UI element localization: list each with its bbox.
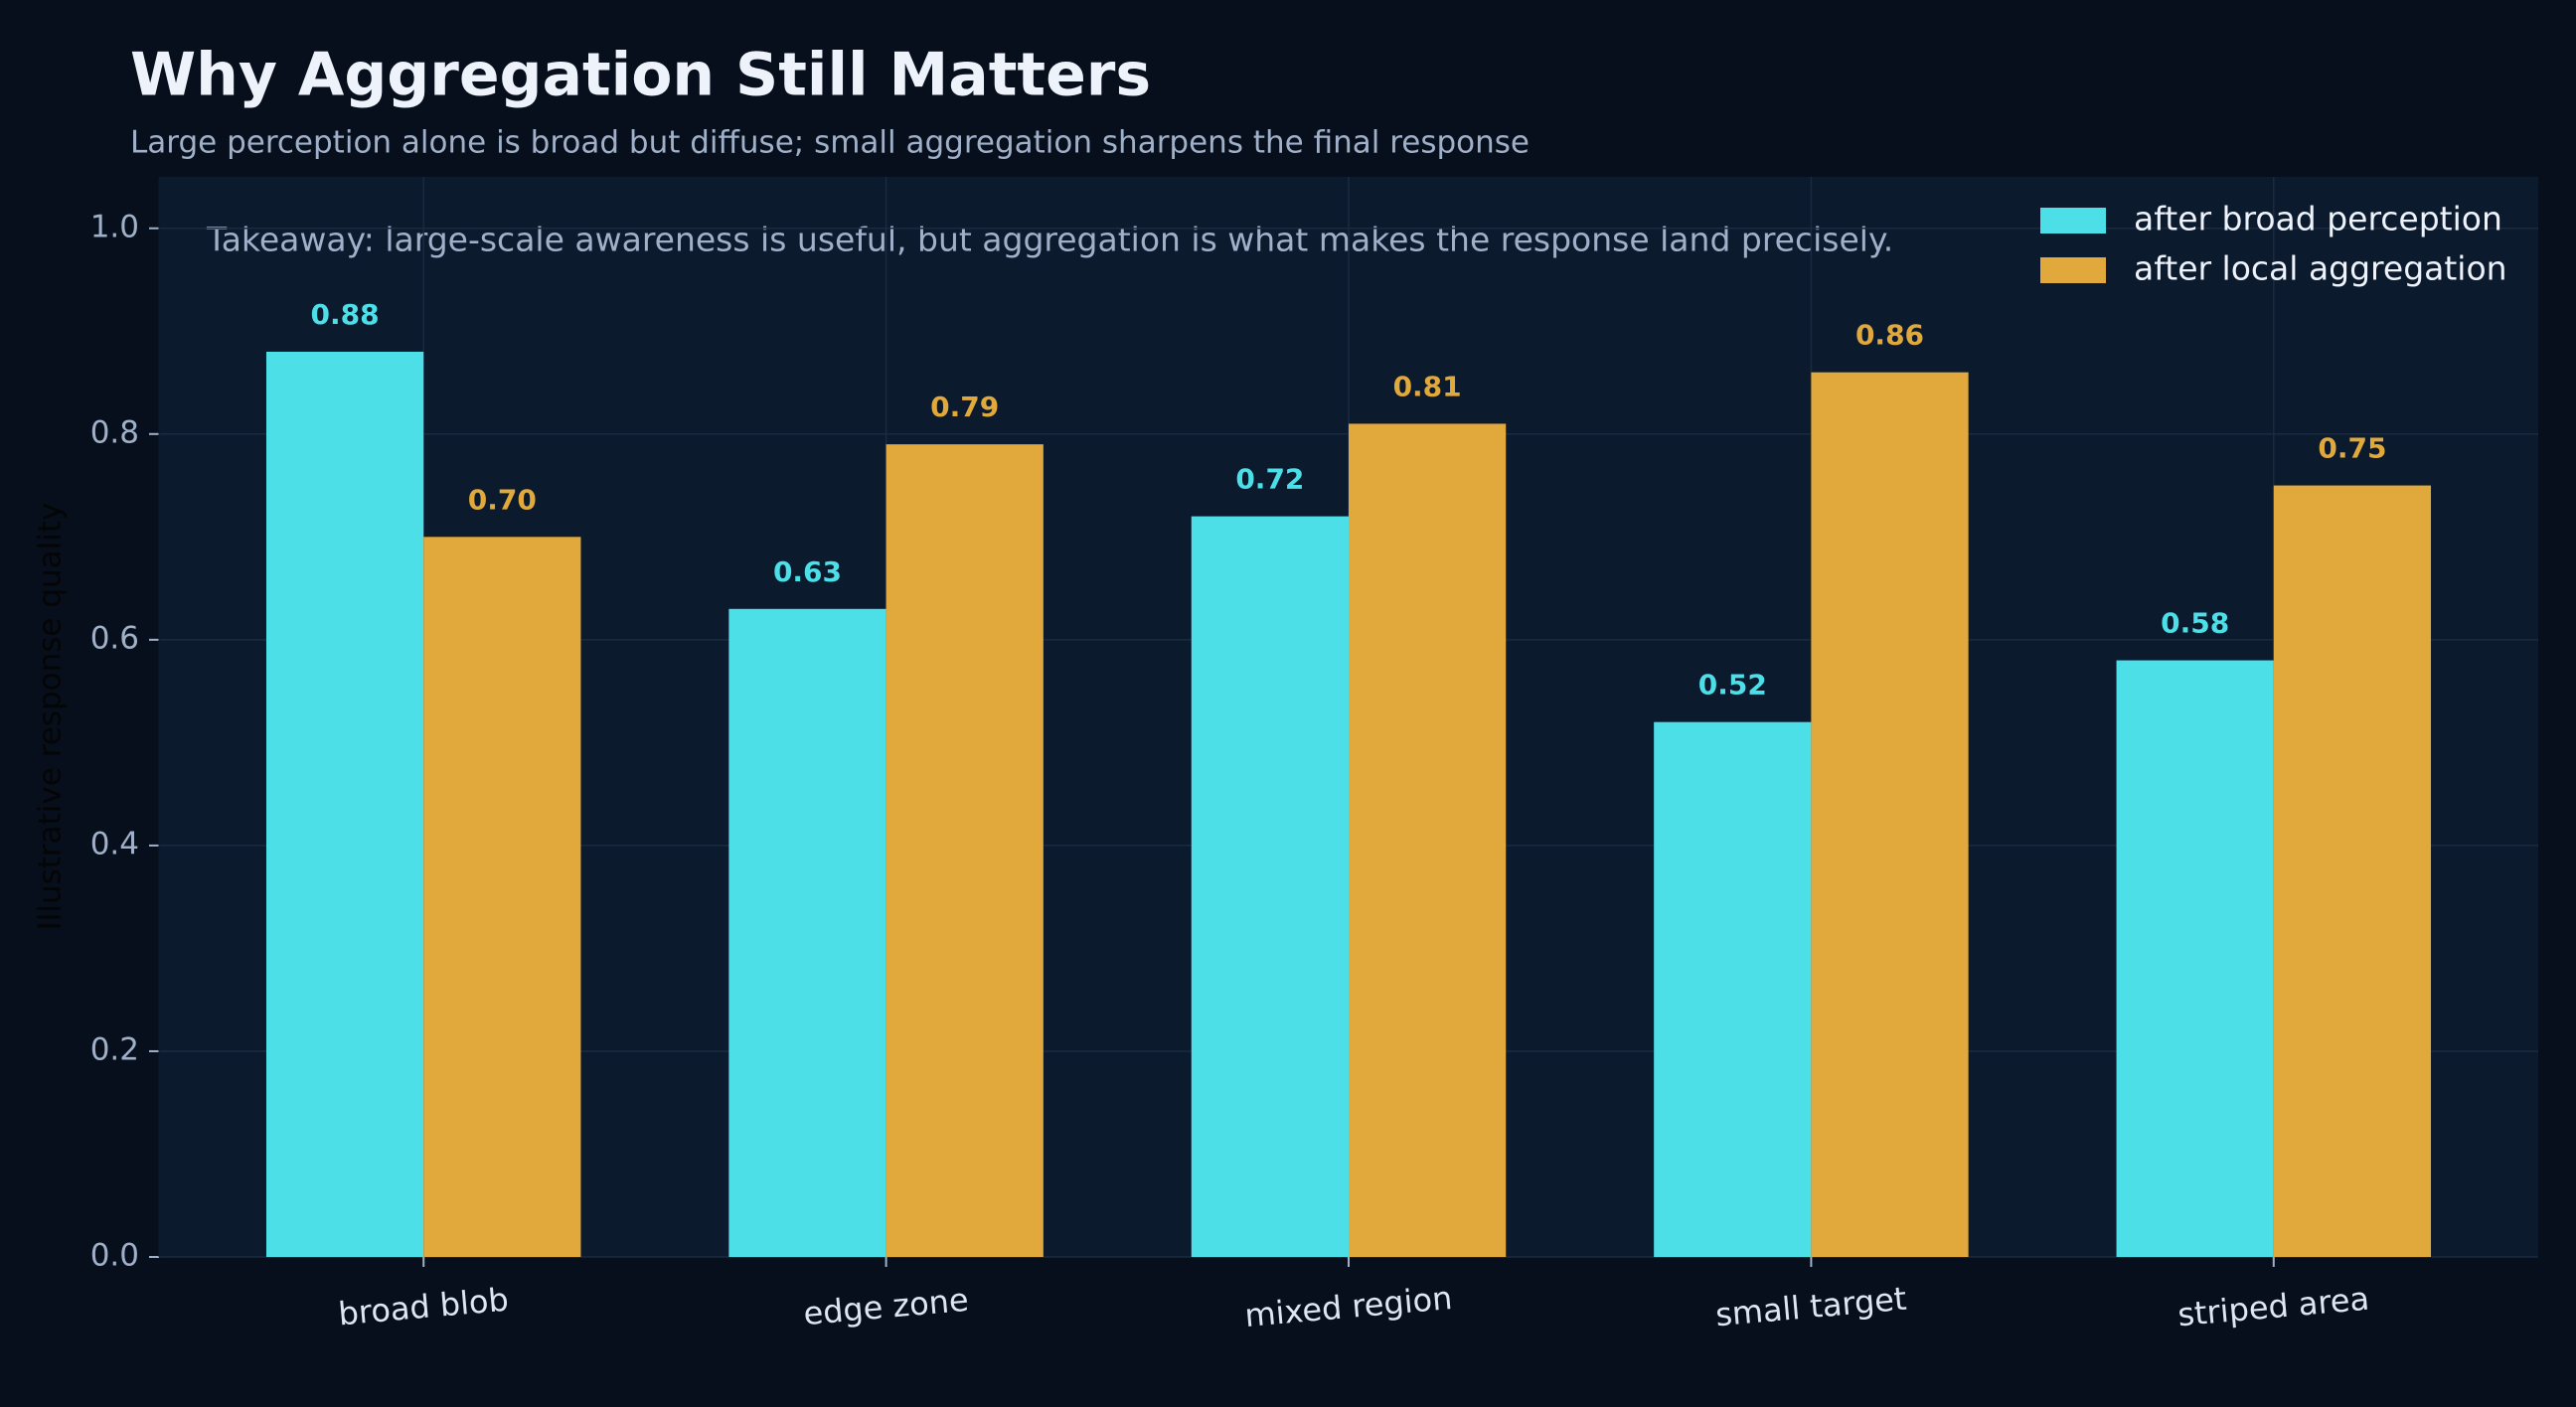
- value-label: 0.88: [311, 298, 380, 331]
- y-tick-label: 0.8: [90, 414, 139, 450]
- y-axis-label: Illustrative response quality: [33, 503, 69, 931]
- value-label: 0.75: [2318, 432, 2386, 465]
- value-label: 0.52: [1698, 669, 1767, 702]
- value-label: 0.72: [1235, 463, 1304, 496]
- bar: [1349, 423, 1507, 1257]
- y-tick-label: 0.4: [90, 826, 139, 861]
- bar: [728, 608, 886, 1257]
- bar: [2116, 660, 2274, 1257]
- value-label: 0.86: [1855, 319, 1924, 352]
- value-label: 0.81: [1393, 370, 1462, 402]
- annotation: Takeaway: large-scale awareness is usefu…: [206, 221, 1893, 259]
- legend-swatch: [2040, 208, 2106, 234]
- chart-subtitle: Large perception alone is broad but diff…: [130, 125, 1530, 161]
- bar: [1811, 372, 1969, 1257]
- value-label: 0.79: [930, 391, 999, 423]
- value-label: 0.63: [773, 555, 842, 588]
- value-label: 0.70: [468, 483, 537, 516]
- bar: [1191, 516, 1349, 1257]
- y-tick-label: 1.0: [90, 209, 139, 244]
- bar: [1654, 721, 1812, 1257]
- bar: [2273, 485, 2432, 1258]
- y-tick-label: 0.2: [90, 1031, 139, 1067]
- bar: [886, 444, 1044, 1258]
- bar: [265, 351, 424, 1257]
- value-label: 0.58: [2161, 607, 2229, 640]
- y-tick-label: 0.6: [90, 620, 139, 656]
- bar: [423, 537, 581, 1257]
- legend-swatch: [2040, 257, 2106, 283]
- legend-label: after local aggregation: [2134, 249, 2507, 288]
- chart-title: Why Aggregation Still Matters: [130, 41, 1151, 110]
- y-tick-label: 0.0: [90, 1238, 139, 1274]
- legend-label: after broad perception: [2134, 200, 2502, 238]
